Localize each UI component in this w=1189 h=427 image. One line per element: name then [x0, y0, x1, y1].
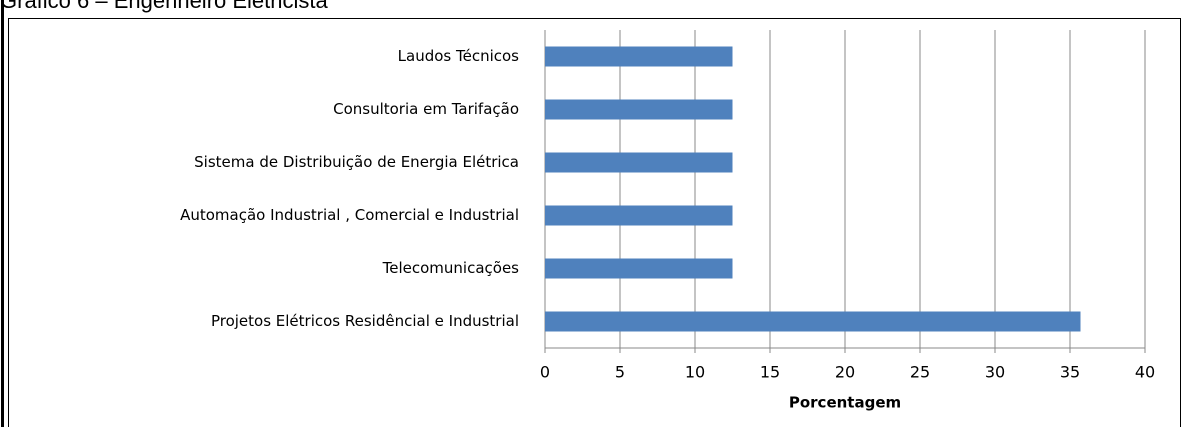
x-tick-label: 5	[615, 363, 625, 382]
page-edge	[1, 0, 4, 427]
x-tick-label: 30	[985, 363, 1005, 382]
y-tick-label: Consultoria em Tarifação	[333, 100, 519, 118]
bar	[545, 311, 1081, 332]
y-tick-label: Laudos Técnicos	[398, 47, 520, 65]
x-tick-label: 0	[540, 363, 550, 382]
y-tick-label: Projetos Elétricos Residêncial e Industr…	[211, 312, 519, 330]
y-tick-label: Automação Industrial , Comercial e Indus…	[180, 206, 519, 224]
y-tick-label: Telecomunicações	[382, 259, 520, 277]
x-tick-label: 20	[835, 363, 855, 382]
y-tick-label: Sistema de Distribuição de Energia Elétr…	[194, 153, 519, 171]
x-tick-label: 35	[1060, 363, 1080, 382]
bar	[545, 46, 733, 67]
x-tick-label: 10	[685, 363, 705, 382]
bar	[545, 205, 733, 226]
x-axis-label: Porcentagem	[789, 394, 901, 412]
bar	[545, 152, 733, 173]
chart-title: Gráfico 6 – Engenheiro Eletricista	[0, 0, 328, 13]
bar	[545, 99, 733, 120]
bar	[545, 258, 733, 279]
x-tick-label: 40	[1135, 363, 1155, 382]
x-tick-label: 15	[760, 363, 780, 382]
x-tick-label: 25	[910, 363, 930, 382]
